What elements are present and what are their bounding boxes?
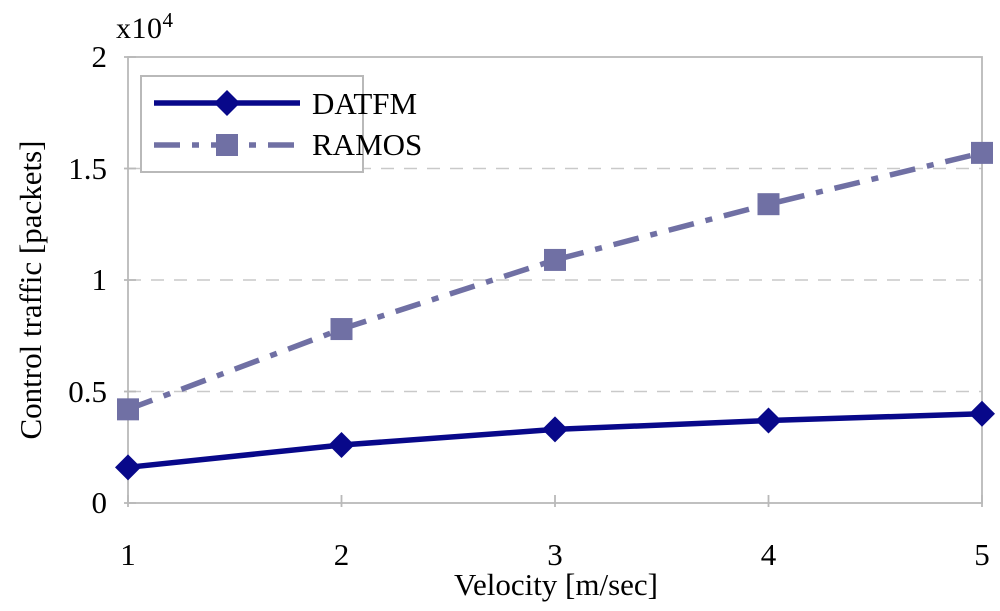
y-axis-title: Control traffic [packets] [13, 140, 48, 440]
series-ramos [117, 141, 993, 421]
x-axis-title: Velocity [m/sec] [453, 567, 659, 602]
data-point-datfm-x5 [969, 400, 995, 427]
data-point-ramos-x5 [971, 141, 993, 164]
legend-sample-solid-line [154, 90, 300, 117]
legend-sample-dash-dot-line [154, 133, 300, 156]
y-scale-exponent: 4 [162, 8, 174, 32]
data-point-ramos-x3 [544, 248, 566, 271]
legend-diamond-marker [214, 90, 240, 117]
series-datfm [115, 400, 995, 481]
data-point-datfm-x4 [755, 407, 782, 434]
legend: DATFM RAMOS [140, 75, 422, 173]
data-point-ramos-x2 [330, 318, 353, 341]
data-point-datfm-x2 [328, 432, 355, 459]
legend-label-ramos: RAMOS [312, 127, 423, 163]
legend-item-ramos: RAMOS [152, 129, 422, 160]
y-axis-scale-label: x104 [116, 8, 174, 46]
data-point-datfm-x1 [115, 454, 141, 481]
data-point-datfm-x3 [542, 416, 568, 443]
legend-square-marker [216, 133, 238, 156]
legend-label-datfm: DATFM [312, 85, 418, 121]
y-scale-base: x10 [116, 12, 163, 45]
data-point-ramos-x4 [757, 193, 780, 216]
data-point-ramos-x1 [117, 398, 139, 421]
legend-item-datfm: DATFM [152, 88, 417, 119]
series-line-ramos [127, 150, 983, 412]
